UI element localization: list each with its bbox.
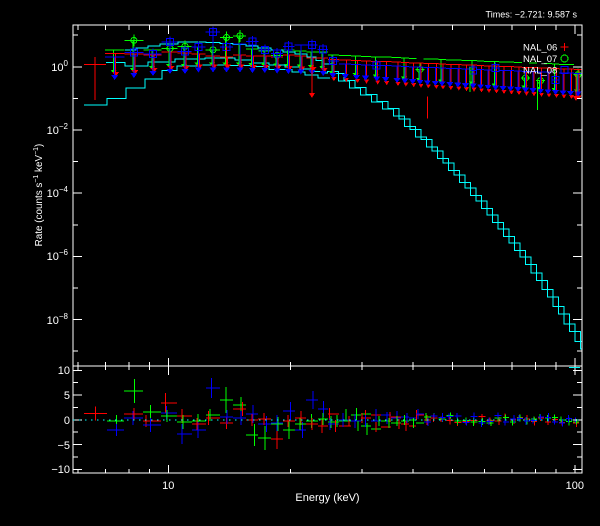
svg-text:Energy (keV): Energy (keV) — [295, 492, 359, 504]
svg-text:−10: −10 — [51, 464, 70, 476]
svg-text:100: 100 — [566, 480, 584, 492]
svg-text:NAL_07: NAL_07 — [523, 54, 557, 65]
svg-text:−5: −5 — [57, 440, 70, 452]
svg-text:NAL_06: NAL_06 — [523, 43, 557, 54]
svg-text:Rate (counts s−1 keV−1): Rate (counts s−1 keV−1) — [33, 144, 45, 247]
svg-text:0: 0 — [64, 415, 70, 427]
svg-text:10: 10 — [58, 365, 70, 377]
svg-text:5: 5 — [64, 390, 70, 402]
svg-text:10: 10 — [162, 480, 174, 492]
svg-text:NAL_08: NAL_08 — [523, 66, 557, 77]
svg-text:Times: −2.721: 9.587 s: Times: −2.721: 9.587 s — [486, 10, 578, 20]
